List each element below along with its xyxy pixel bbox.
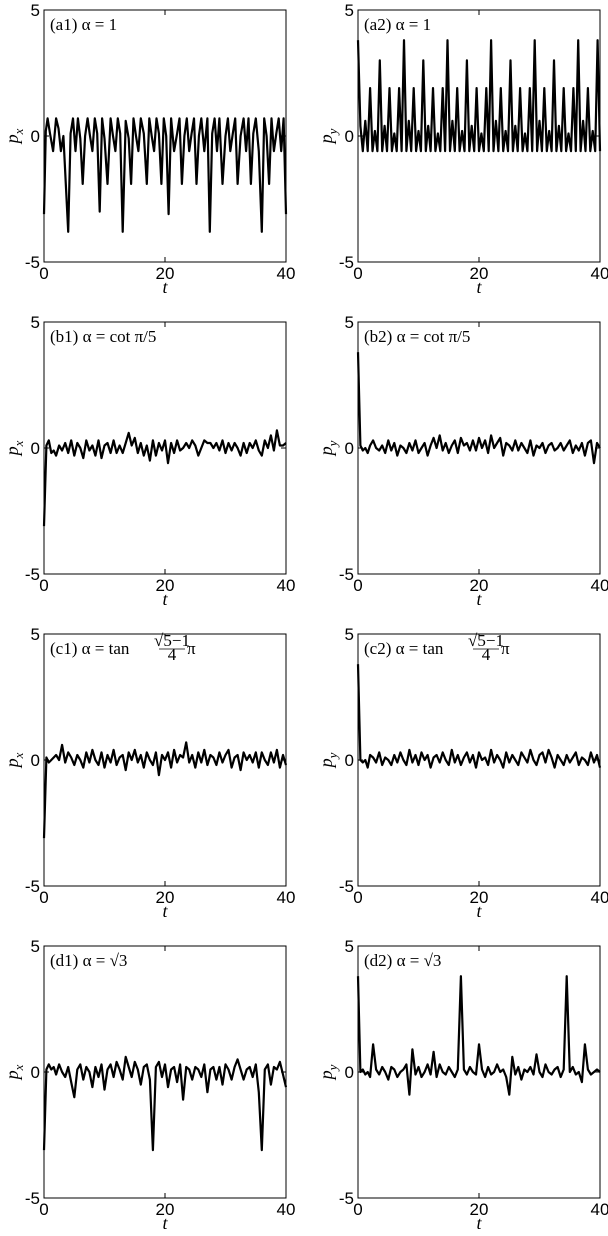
x-axis-label: t bbox=[476, 901, 482, 921]
x-tick-label: 40 bbox=[277, 1200, 296, 1219]
x-axis-label: t bbox=[162, 1213, 168, 1233]
series-line-a1-0 bbox=[42, 117, 288, 233]
x-tick-label: 20 bbox=[470, 576, 489, 595]
x-tick-label: 20 bbox=[156, 888, 175, 907]
x-tick-label: 0 bbox=[353, 888, 362, 907]
x-tick-label: 40 bbox=[277, 264, 296, 283]
y-tick-label: 0 bbox=[31, 439, 40, 458]
x-tick-label: 40 bbox=[591, 576, 608, 595]
series-line-b1-0 bbox=[42, 429, 287, 527]
series-line-a2-0 bbox=[356, 39, 602, 153]
y-tick-label: 5 bbox=[345, 625, 354, 644]
y-axis-label: px bbox=[2, 752, 26, 769]
x-tick-label: 20 bbox=[470, 264, 489, 283]
y-tick-label: -5 bbox=[339, 1189, 354, 1208]
x-tick-label: 20 bbox=[470, 888, 489, 907]
y-tick-label: 5 bbox=[345, 937, 354, 956]
x-tick-label: 40 bbox=[591, 1200, 608, 1219]
x-axis-label: t bbox=[476, 589, 482, 609]
y-tick-label: -5 bbox=[339, 565, 354, 584]
x-tick-label: 20 bbox=[156, 576, 175, 595]
label-tail: π bbox=[187, 639, 196, 658]
y-axis-label: px bbox=[2, 128, 26, 145]
y-tick-label: -5 bbox=[25, 1189, 40, 1208]
x-axis-label: t bbox=[476, 1213, 482, 1233]
x-tick-label: 0 bbox=[39, 576, 48, 595]
panel-label: (c1) α = tan bbox=[50, 639, 130, 658]
y-tick-label: 0 bbox=[345, 1063, 354, 1082]
x-tick-label: 0 bbox=[353, 1200, 362, 1219]
x-tick-label: 0 bbox=[39, 1200, 48, 1219]
series-line-c1-0 bbox=[42, 741, 288, 839]
x-tick-label: 0 bbox=[39, 264, 48, 283]
series-line-d1-0 bbox=[42, 1055, 288, 1152]
panel-label: (a2) α = 1 bbox=[364, 15, 431, 34]
x-tick-label: 40 bbox=[591, 264, 608, 283]
label-fraction-numerator: √5−1 bbox=[468, 631, 504, 650]
x-tick-label: 20 bbox=[470, 1200, 489, 1219]
panel-label: (c2) α = tan bbox=[364, 639, 444, 658]
y-tick-label: 5 bbox=[345, 1, 354, 20]
x-tick-label: 20 bbox=[156, 264, 175, 283]
label-fraction-denominator: 4 bbox=[482, 645, 491, 664]
x-tick-label: 40 bbox=[277, 576, 296, 595]
x-axis-label: t bbox=[476, 277, 482, 297]
y-tick-label: 5 bbox=[345, 313, 354, 332]
x-tick-label: 40 bbox=[591, 888, 608, 907]
x-tick-label: 20 bbox=[156, 1200, 175, 1219]
y-tick-label: -5 bbox=[25, 565, 40, 584]
label-fraction-denominator: 4 bbox=[168, 645, 177, 664]
x-axis-label: t bbox=[162, 589, 168, 609]
series-line-d2-0 bbox=[356, 975, 601, 1096]
y-tick-label: -5 bbox=[339, 253, 354, 272]
panel-label: (b1) α = cot π/5 bbox=[50, 327, 156, 346]
y-tick-label: 0 bbox=[31, 1063, 40, 1082]
y-tick-label: 5 bbox=[31, 313, 40, 332]
panel-label: (d1) α = √3 bbox=[50, 951, 127, 970]
y-tick-label: 0 bbox=[31, 127, 40, 146]
y-tick-label: -5 bbox=[25, 877, 40, 896]
label-tail: π bbox=[501, 639, 510, 658]
x-tick-label: 0 bbox=[353, 264, 362, 283]
y-tick-label: 0 bbox=[345, 127, 354, 146]
y-tick-label: 0 bbox=[31, 751, 40, 770]
x-tick-label: 0 bbox=[353, 576, 362, 595]
x-tick-label: 0 bbox=[39, 888, 48, 907]
x-axis-label: t bbox=[162, 901, 168, 921]
y-axis-label: py bbox=[316, 128, 340, 145]
label-fraction-numerator: √5−1 bbox=[154, 631, 190, 650]
panel-label: (b2) α = cot π/5 bbox=[364, 327, 470, 346]
y-axis-label: px bbox=[2, 1064, 26, 1081]
plot-frame bbox=[357, 633, 601, 887]
y-tick-label: -5 bbox=[25, 253, 40, 272]
y-tick-label: 0 bbox=[345, 439, 354, 458]
y-axis-label: py bbox=[316, 1064, 340, 1081]
panel-label: (a1) α = 1 bbox=[50, 15, 117, 34]
x-tick-label: 40 bbox=[277, 888, 296, 907]
y-tick-label: 5 bbox=[31, 625, 40, 644]
series-line-c2-0 bbox=[356, 664, 602, 769]
y-axis-label: py bbox=[316, 440, 340, 457]
series-line-b2-0 bbox=[356, 352, 601, 465]
y-tick-label: -5 bbox=[339, 877, 354, 896]
y-tick-label: 0 bbox=[345, 751, 354, 770]
y-tick-label: 5 bbox=[31, 1, 40, 20]
x-axis-label: t bbox=[162, 277, 168, 297]
y-axis-label: py bbox=[316, 752, 340, 769]
y-axis-label: px bbox=[2, 440, 26, 457]
panel-label: (d2) α = √3 bbox=[364, 951, 441, 970]
y-tick-label: 5 bbox=[31, 937, 40, 956]
